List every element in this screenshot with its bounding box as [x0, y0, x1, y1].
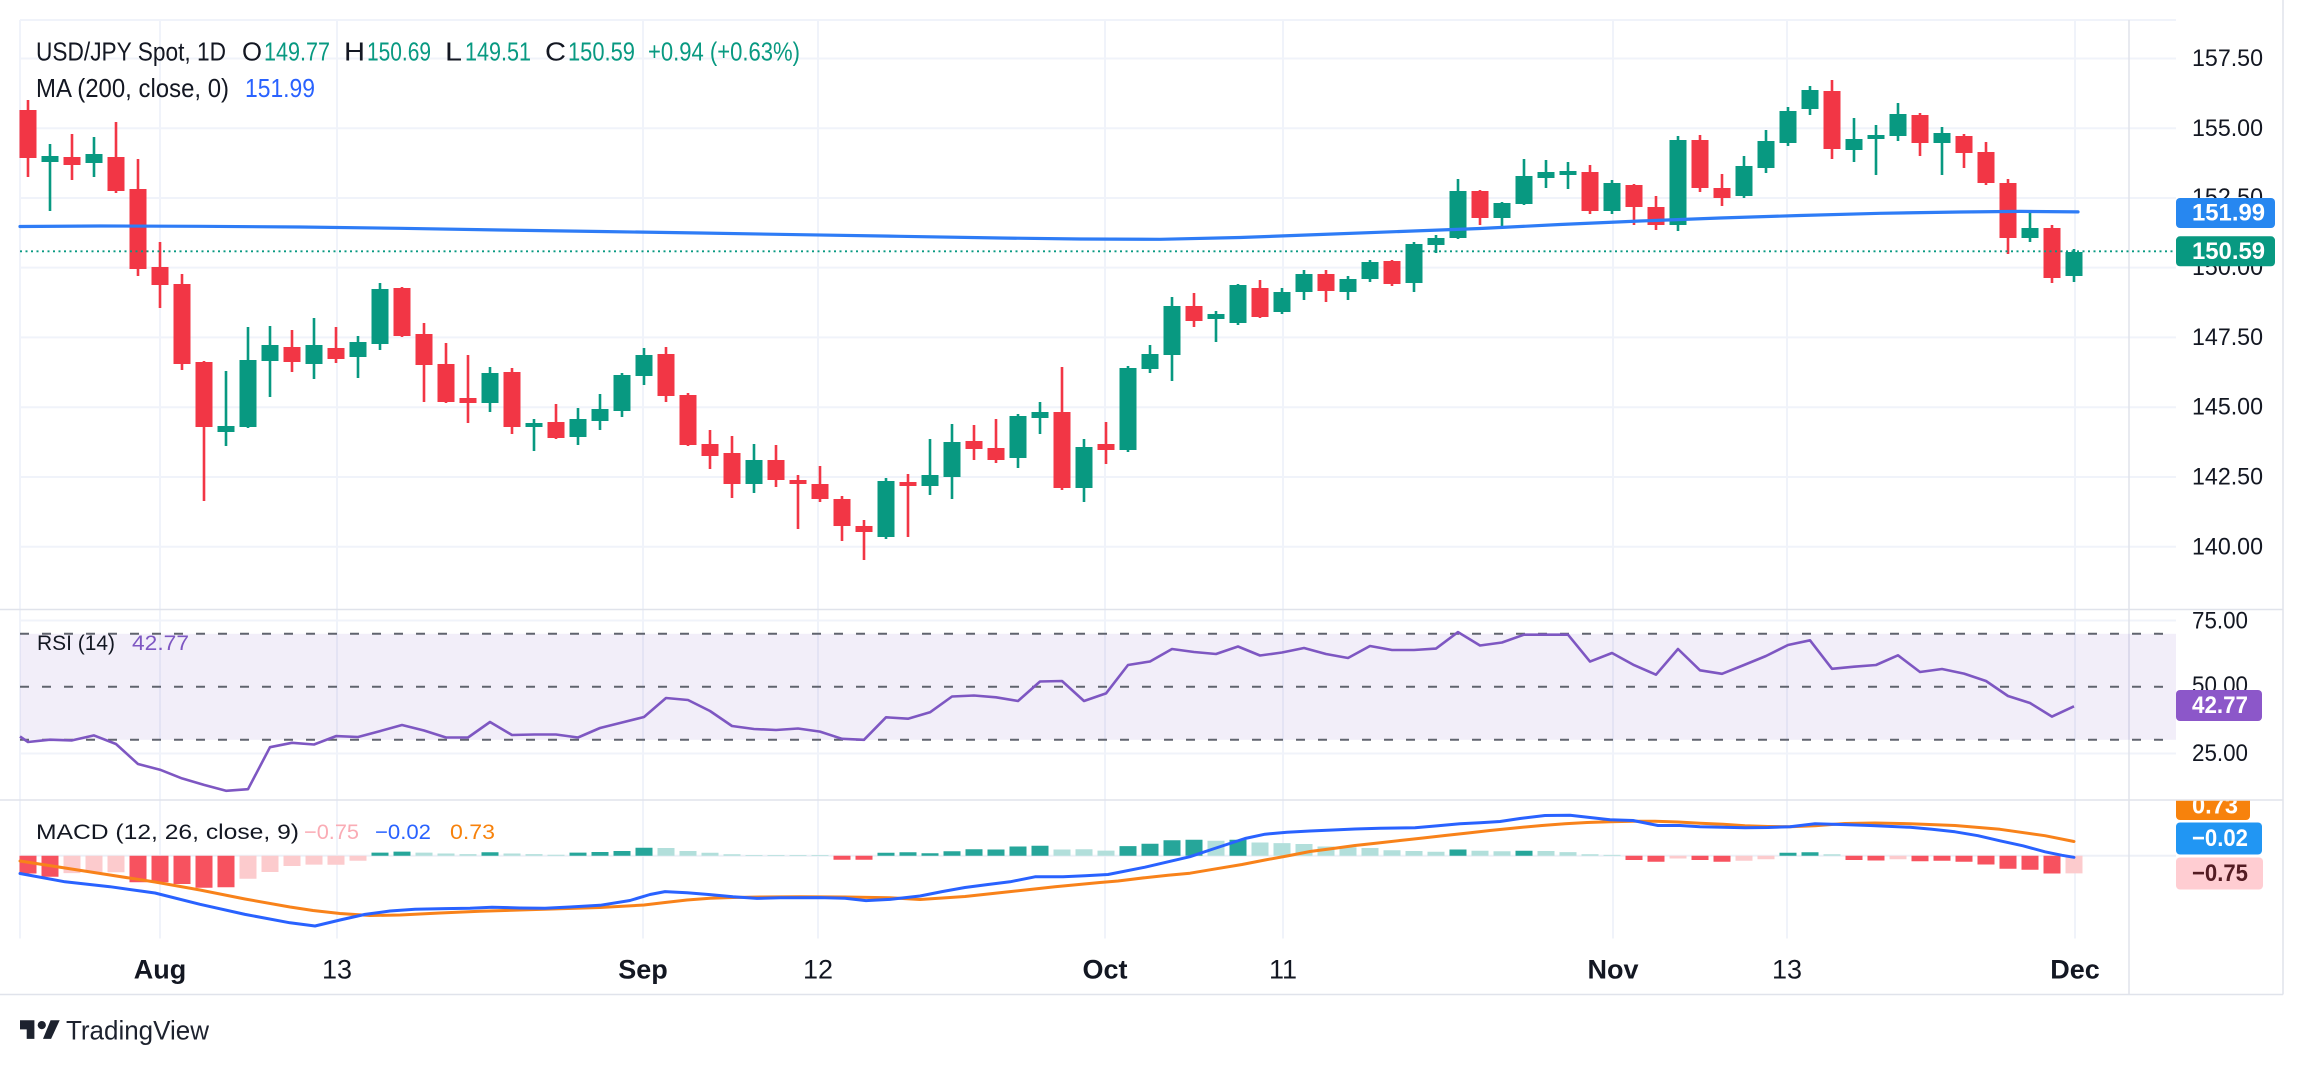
svg-text:−0.02: −0.02	[2192, 825, 2248, 852]
svg-text:151.99: 151.99	[2192, 200, 2265, 227]
svg-text:L: L	[445, 37, 462, 67]
svg-text:Oct: Oct	[1082, 955, 1127, 985]
svg-text:150.69: 150.69	[367, 37, 431, 67]
svg-text:147.50: 147.50	[2192, 324, 2263, 351]
svg-text:O: O	[242, 37, 262, 67]
svg-text:75.00: 75.00	[2192, 607, 2248, 634]
svg-text:Aug: Aug	[134, 955, 186, 985]
svg-text:42.77: 42.77	[2192, 692, 2248, 719]
svg-text:TradingView: TradingView	[66, 1016, 209, 1046]
svg-text:157.50: 157.50	[2192, 45, 2263, 72]
svg-text:USD/JPY Spot, 1D: USD/JPY Spot, 1D	[36, 37, 226, 67]
svg-text:142.50: 142.50	[2192, 464, 2263, 491]
svg-text:140.00: 140.00	[2192, 533, 2263, 560]
svg-text:42.77: 42.77	[132, 632, 189, 655]
svg-text:149.77: 149.77	[264, 37, 330, 67]
svg-text:0.73: 0.73	[450, 821, 495, 844]
svg-text:C: C	[545, 37, 566, 67]
svg-text:13: 13	[1772, 955, 1802, 985]
svg-text:RSI (14): RSI (14)	[37, 632, 115, 655]
svg-text:MA (200, close, 0): MA (200, close, 0)	[36, 73, 229, 103]
svg-text:150.59: 150.59	[568, 37, 635, 67]
svg-text:−0.75: −0.75	[2192, 860, 2248, 887]
svg-text:H: H	[344, 37, 365, 67]
svg-text:155.00: 155.00	[2192, 115, 2263, 142]
svg-text:149.51: 149.51	[465, 37, 531, 67]
svg-text:−0.75: −0.75	[304, 821, 359, 844]
svg-text:150.59: 150.59	[2192, 238, 2265, 265]
svg-text:−0.02: −0.02	[375, 821, 431, 844]
svg-text:0.73: 0.73	[2192, 793, 2238, 820]
svg-text:25.00: 25.00	[2192, 740, 2248, 767]
svg-text:13: 13	[322, 955, 352, 985]
svg-text:Dec: Dec	[2050, 955, 2100, 985]
svg-text:Nov: Nov	[1587, 955, 1638, 985]
svg-text:151.99: 151.99	[245, 73, 315, 103]
svg-text:11: 11	[1269, 955, 1297, 985]
svg-text:+0.94 (+0.63%): +0.94 (+0.63%)	[648, 37, 800, 67]
svg-text:MACD (12, 26, close, 9): MACD (12, 26, close, 9)	[36, 821, 299, 844]
svg-text:12: 12	[803, 955, 833, 985]
svg-text:Sep: Sep	[618, 955, 668, 985]
svg-text:145.00: 145.00	[2192, 394, 2263, 421]
